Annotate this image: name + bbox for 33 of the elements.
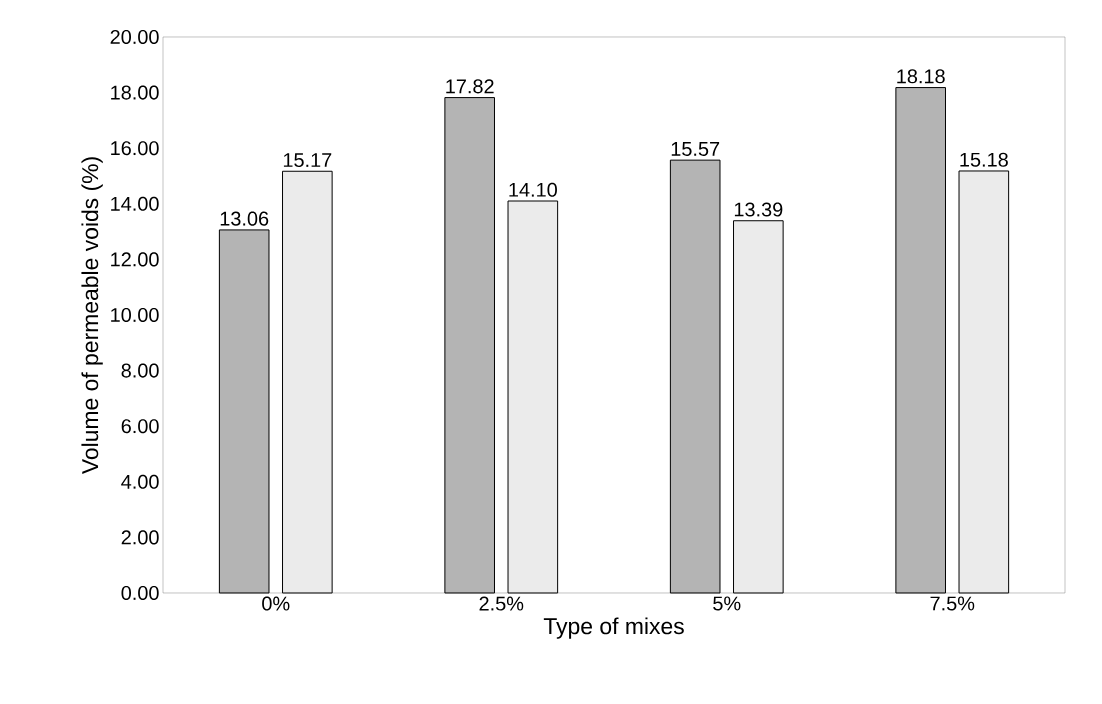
data-label: 14.10 — [509, 182, 557, 197]
data-label: 15.17 — [283, 153, 332, 168]
y-tick-label: 16.00 — [111, 141, 159, 156]
y-tick-label: 12.00 — [111, 252, 159, 267]
x-tick-label: 2.5% — [479, 596, 524, 611]
bar — [895, 87, 946, 594]
x-tick-label: 5% — [713, 596, 741, 611]
bar — [669, 159, 721, 594]
y-tick-label: 6.00 — [121, 419, 159, 434]
bar — [733, 220, 784, 594]
y-tick-label: 8.00 — [121, 363, 159, 378]
bar — [958, 170, 1010, 594]
y-tick-label: 10.00 — [111, 307, 159, 323]
y-tick-label: 2.00 — [121, 530, 159, 545]
x-tick-label: 7.5% — [930, 596, 975, 611]
bar — [218, 229, 270, 594]
x-axis-title: Type of mixes — [543, 617, 684, 639]
bar — [444, 97, 495, 594]
data-label: 13.06 — [220, 211, 269, 226]
x-tick-label: 0% — [262, 596, 290, 611]
data-label: 13.39 — [734, 202, 783, 217]
bar — [282, 170, 333, 594]
y-axis-title: Volume of permeable voids (%) — [81, 157, 103, 475]
data-label: 15.57 — [671, 142, 720, 156]
y-tick-label: 0.00 — [121, 585, 159, 601]
y-tick-label: 4.00 — [121, 474, 159, 489]
y-tick-label: 20.00 — [110, 29, 159, 45]
bar — [507, 200, 559, 594]
y-tick-label: 18.00 — [111, 85, 159, 100]
data-label: 17.82 — [446, 79, 494, 94]
data-label: 18.18 — [897, 69, 945, 84]
y-tick-label: 14.00 — [111, 196, 159, 211]
data-label: 15.18 — [960, 152, 1008, 167]
